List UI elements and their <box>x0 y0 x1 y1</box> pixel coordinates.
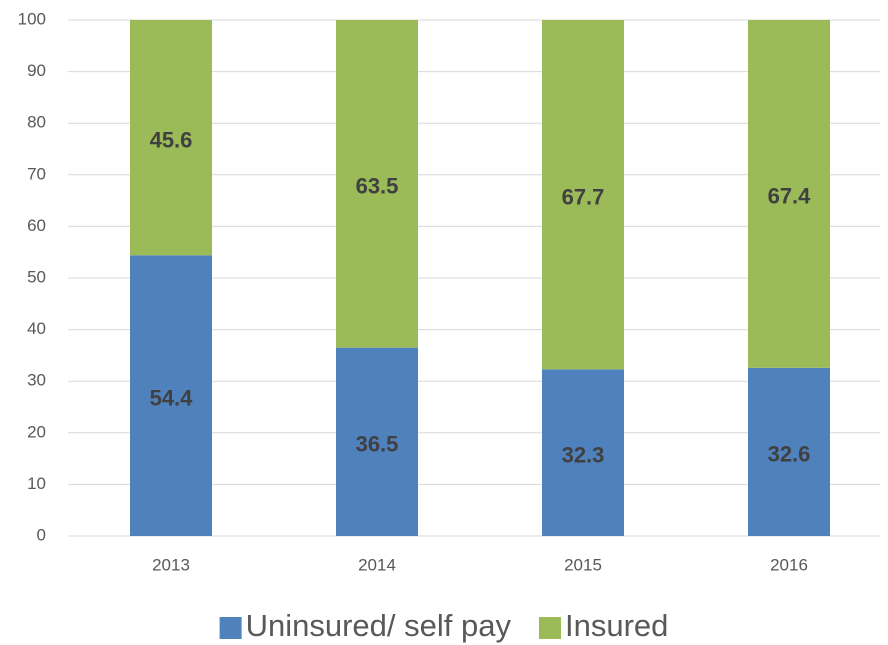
y-tick-label: 50 <box>27 267 46 286</box>
x-tick-label: 2016 <box>770 555 808 574</box>
bar-segment <box>748 367 830 536</box>
data-label: 54.4 <box>150 385 194 410</box>
bar-segment <box>542 369 624 536</box>
data-label: 32.6 <box>768 442 811 467</box>
data-label: 45.6 <box>150 127 193 152</box>
y-tick-label: 70 <box>27 164 46 183</box>
bar-segment <box>336 20 418 348</box>
legend-label: Uninsured/ self pay <box>246 608 512 643</box>
x-tick-label: 2014 <box>358 555 396 574</box>
legend-swatch <box>219 617 242 639</box>
bar-segment <box>130 20 212 256</box>
y-tick-label: 0 <box>37 525 46 544</box>
x-tick-label: 2015 <box>564 555 602 574</box>
y-tick-label: 90 <box>27 61 46 80</box>
y-tick-label: 30 <box>27 371 46 390</box>
y-tick-label: 40 <box>27 319 46 338</box>
y-tick-label: 100 <box>18 9 46 28</box>
data-label: 67.4 <box>768 184 812 209</box>
y-tick-label: 20 <box>27 422 46 441</box>
legend-label: Insured <box>565 608 668 643</box>
y-tick-label: 10 <box>27 474 46 493</box>
legend-swatch <box>538 617 561 639</box>
bar-segment <box>542 20 624 370</box>
data-label: 67.7 <box>562 184 605 209</box>
bar-segment <box>748 20 830 368</box>
bar-segment <box>336 347 418 536</box>
y-tick-label: 80 <box>27 113 46 132</box>
x-tick-label: 2013 <box>152 555 190 574</box>
data-label: 63.5 <box>356 174 399 199</box>
data-label: 32.3 <box>562 442 605 467</box>
bar-segment <box>130 255 212 536</box>
y-tick-label: 60 <box>27 216 46 235</box>
data-label: 36.5 <box>356 432 399 457</box>
